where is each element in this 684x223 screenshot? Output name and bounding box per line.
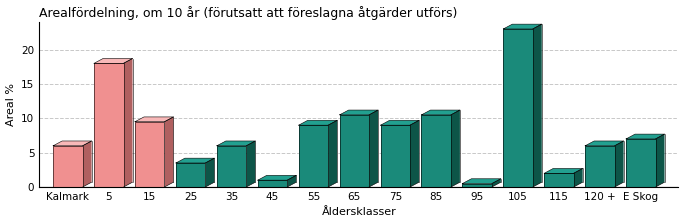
Polygon shape <box>53 146 83 187</box>
Polygon shape <box>462 179 501 184</box>
Polygon shape <box>585 146 615 187</box>
Polygon shape <box>585 141 624 146</box>
Y-axis label: Areal %: Areal % <box>5 83 16 126</box>
Polygon shape <box>380 125 410 187</box>
Polygon shape <box>328 120 337 187</box>
Polygon shape <box>217 146 246 187</box>
Polygon shape <box>299 120 337 125</box>
Text: Arealfördelning, om 10 år (förutsatt att föreslagna åtgärder utförs): Arealfördelning, om 10 år (förutsatt att… <box>39 6 458 20</box>
Polygon shape <box>299 125 328 187</box>
Polygon shape <box>615 141 624 187</box>
Polygon shape <box>246 141 255 187</box>
Polygon shape <box>287 175 296 187</box>
Polygon shape <box>135 122 164 187</box>
Polygon shape <box>369 110 378 187</box>
Polygon shape <box>503 24 542 29</box>
Polygon shape <box>135 117 174 122</box>
Polygon shape <box>410 120 419 187</box>
Polygon shape <box>380 120 419 125</box>
X-axis label: Åldersklasser: Åldersklasser <box>321 207 396 217</box>
Polygon shape <box>83 141 92 187</box>
Polygon shape <box>544 173 574 187</box>
Polygon shape <box>655 134 665 187</box>
Polygon shape <box>492 179 501 187</box>
Polygon shape <box>574 168 583 187</box>
Polygon shape <box>53 141 92 146</box>
Polygon shape <box>339 110 378 115</box>
Polygon shape <box>421 110 460 115</box>
Polygon shape <box>503 29 533 187</box>
Polygon shape <box>205 158 214 187</box>
Polygon shape <box>462 184 492 187</box>
Polygon shape <box>533 24 542 187</box>
Polygon shape <box>164 117 174 187</box>
Polygon shape <box>626 134 665 139</box>
Polygon shape <box>124 58 133 187</box>
Polygon shape <box>94 63 124 187</box>
Polygon shape <box>258 180 287 187</box>
Polygon shape <box>258 175 296 180</box>
Polygon shape <box>421 115 451 187</box>
Polygon shape <box>217 141 255 146</box>
Polygon shape <box>94 58 133 63</box>
Polygon shape <box>626 139 655 187</box>
Polygon shape <box>544 168 583 173</box>
Polygon shape <box>176 163 205 187</box>
Polygon shape <box>451 110 460 187</box>
Polygon shape <box>176 158 214 163</box>
Polygon shape <box>339 115 369 187</box>
